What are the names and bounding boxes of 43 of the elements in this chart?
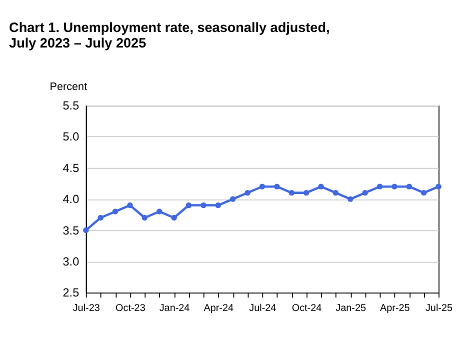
point <box>318 184 324 190</box>
x-tick-label: Jul-25 <box>425 303 453 314</box>
point <box>83 227 89 234</box>
point <box>376 184 383 190</box>
chart-title: Chart 1. Unemployment rate, seasonally adjusted, July 2023 – July 2025 <box>9 20 330 51</box>
point <box>406 184 412 190</box>
point <box>98 214 104 221</box>
y-axis-title: Percent <box>50 81 88 94</box>
point <box>142 214 148 221</box>
y-tick-label: 4.5 <box>62 162 80 175</box>
x-tick-label: Apr-24 <box>204 303 234 314</box>
point <box>156 208 162 214</box>
point <box>332 190 339 196</box>
point <box>215 202 221 208</box>
point <box>230 196 236 202</box>
y-tick-label: 4.0 <box>62 193 80 206</box>
point <box>259 184 266 190</box>
point <box>186 202 192 208</box>
x-tick-label: Jan-25 <box>336 303 366 314</box>
point <box>244 190 250 196</box>
point <box>420 190 427 196</box>
x-tick-label: Apr-25 <box>380 303 410 314</box>
y-tick-label: 3.0 <box>62 256 80 269</box>
point <box>392 184 398 190</box>
x-tick-label: Jul-24 <box>249 303 277 314</box>
point <box>303 190 310 196</box>
x-tick-label: Oct-24 <box>292 303 322 314</box>
y-tick-label: 2.5 <box>62 286 80 300</box>
point <box>127 202 133 208</box>
x-tick-label: Jul-23 <box>72 303 100 314</box>
y-tick-label: 5.5 <box>62 100 80 113</box>
point <box>200 202 206 208</box>
x-tick-label: Oct-23 <box>116 303 146 314</box>
y-tick-label: 3.5 <box>62 224 80 238</box>
x-tick-label: Jan-24 <box>159 303 190 314</box>
point <box>171 214 177 221</box>
point <box>362 190 368 196</box>
point <box>348 196 354 202</box>
y-tick-label: 5.0 <box>62 130 80 144</box>
point <box>436 184 442 190</box>
point <box>288 190 294 196</box>
point <box>274 184 280 190</box>
point <box>112 208 118 214</box>
